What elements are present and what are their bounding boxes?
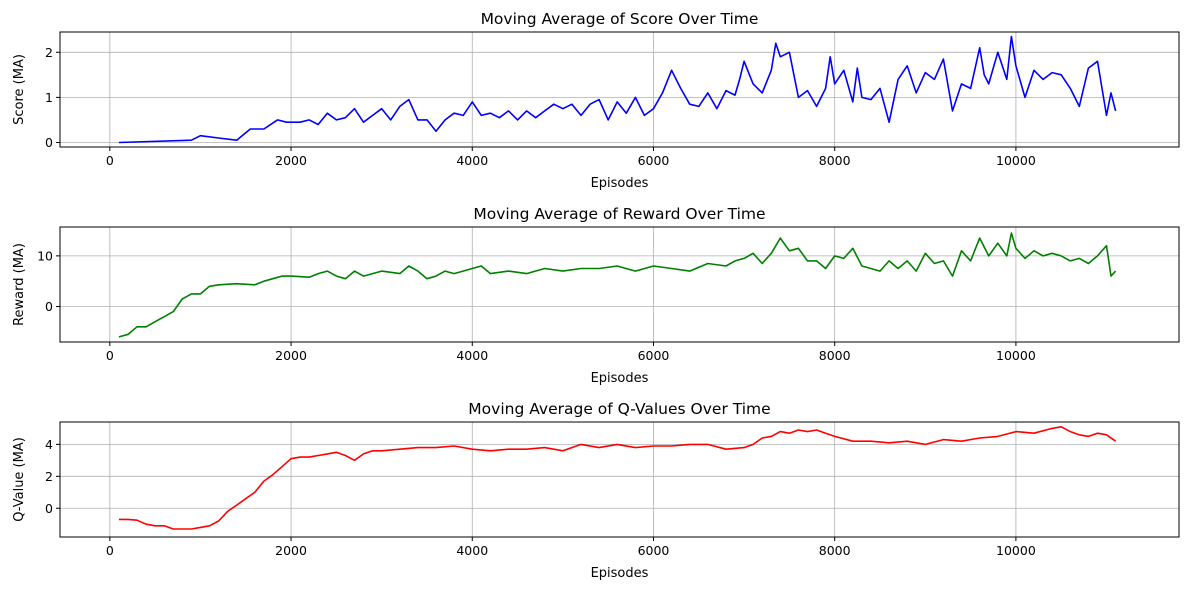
x-tick-label: 0 (106, 153, 114, 168)
x-tick-label: 10000 (996, 153, 1036, 168)
y-axis-label: Q-Value (MA) (12, 437, 27, 522)
axes-frame (59, 226, 1180, 343)
x-tick-label: 4000 (456, 543, 488, 558)
y-axis-label: Score (MA) (12, 54, 27, 125)
x-tick-label: 4000 (456, 348, 488, 363)
y-tick-label: 10 (37, 248, 53, 263)
series-line (118, 425, 1117, 530)
axes-frame (59, 31, 1180, 148)
y-tick-label: 2 (45, 469, 53, 484)
x-tick-label: 2000 (275, 348, 307, 363)
y-axis-label: Reward (MA) (12, 243, 27, 326)
y-tick-label: 1 (45, 90, 53, 105)
x-tick-label: 0 (106, 348, 114, 363)
x-tick-label: 8000 (819, 543, 851, 558)
y-tick-label: 0 (45, 135, 53, 150)
y-tick-label: 0 (45, 501, 53, 516)
x-tick-label: 4000 (456, 153, 488, 168)
chart-panel-1: 0 2000 4000 6000 8000 10000 0 1 2 Moving Average … (12, 10, 1180, 191)
x-tick-label: 10000 (996, 543, 1036, 558)
x-tick-label: 2000 (275, 153, 307, 168)
chart-title: Moving Average of Score Over Time (481, 10, 759, 28)
x-tick-label: 2000 (275, 543, 307, 558)
x-axis-label: Episodes (591, 371, 649, 386)
y-tick-label: 0 (45, 299, 53, 314)
series-line (118, 35, 1117, 144)
x-axis-label: Episodes (591, 176, 649, 191)
x-axis-label: Episodes (591, 566, 649, 581)
series-line (118, 232, 1117, 338)
x-tick-label: 6000 (638, 543, 670, 558)
chart-panel-2: 0 2000 4000 6000 8000 10000 0 10 Moving Average … (12, 205, 1180, 386)
x-tick-label: 6000 (638, 153, 670, 168)
y-tick-label: 2 (45, 45, 53, 60)
x-tick-label: 10000 (996, 348, 1036, 363)
axes-frame (59, 421, 1180, 538)
x-tick-label: 8000 (819, 348, 851, 363)
x-tick-label: 8000 (819, 153, 851, 168)
x-tick-label: 0 (106, 543, 114, 558)
chart-title: Moving Average of Q-Values Over Time (468, 400, 770, 418)
chart-title: Moving Average of Reward Over Time (473, 205, 765, 223)
y-tick-label: 4 (45, 437, 53, 452)
x-tick-label: 6000 (638, 348, 670, 363)
chart-panel-3: 0 2000 4000 6000 8000 10000 0 2 4 Moving Average … (12, 400, 1180, 581)
